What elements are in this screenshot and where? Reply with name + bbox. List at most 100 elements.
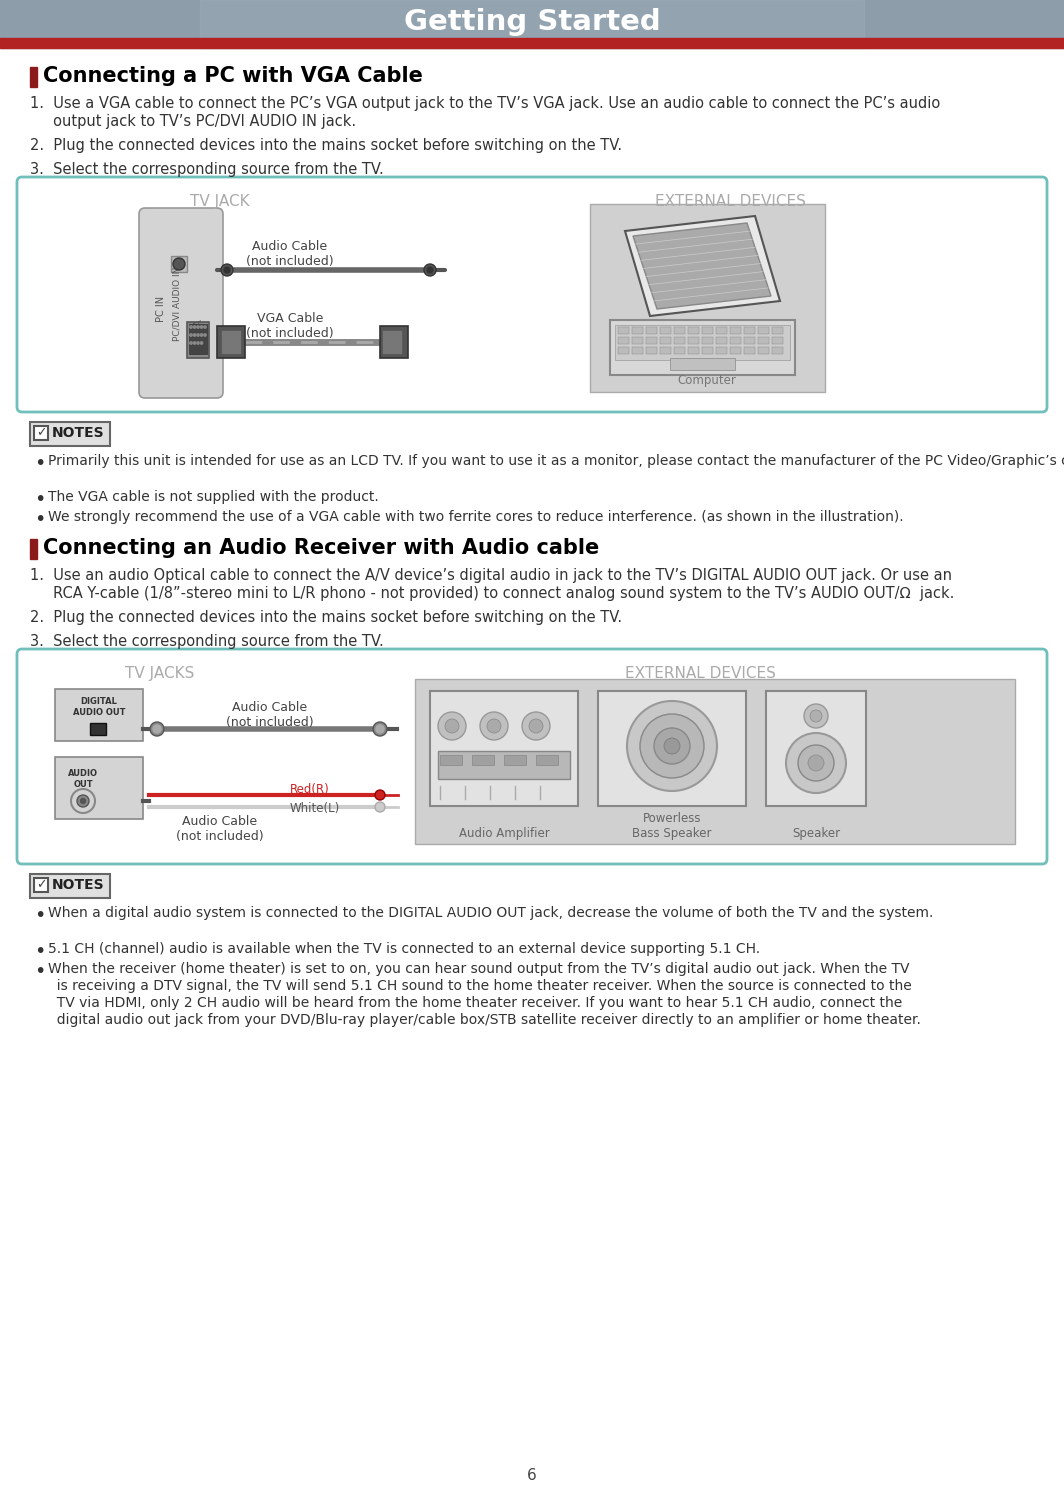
Text: Red(R): Red(R) — [290, 783, 330, 796]
Text: AUDIO
OUT: AUDIO OUT — [68, 769, 98, 789]
Circle shape — [225, 266, 230, 272]
Bar — [30, 422, 110, 446]
Bar — [670, 358, 735, 370]
Bar — [187, 322, 209, 358]
Bar — [90, 723, 106, 735]
Bar — [536, 754, 558, 765]
Text: Computer: Computer — [678, 374, 736, 388]
Circle shape — [150, 722, 164, 737]
Text: Powerless
Bass Speaker: Powerless Bass Speaker — [632, 811, 712, 840]
Circle shape — [487, 719, 501, 734]
Bar — [415, 680, 1015, 844]
Text: •: • — [34, 963, 46, 981]
Bar — [660, 337, 671, 344]
Circle shape — [197, 341, 199, 344]
Text: TV via HDMI, only 2 CH audio will be heard from the home theater receiver. If yo: TV via HDMI, only 2 CH audio will be hea… — [48, 996, 902, 1010]
Text: 3.  Select the corresponding source from the TV.: 3. Select the corresponding source from … — [30, 635, 384, 650]
Text: ✓: ✓ — [36, 879, 46, 892]
Bar — [702, 326, 713, 334]
Circle shape — [189, 334, 193, 337]
Circle shape — [480, 713, 508, 740]
Bar — [702, 337, 713, 344]
Circle shape — [529, 719, 543, 734]
Circle shape — [786, 734, 846, 793]
Text: TV JACK: TV JACK — [190, 195, 250, 210]
Circle shape — [664, 738, 680, 754]
Text: EXTERNAL DEVICES: EXTERNAL DEVICES — [625, 666, 776, 681]
Circle shape — [627, 701, 717, 790]
Text: •: • — [34, 490, 46, 509]
Circle shape — [423, 263, 436, 275]
Bar — [716, 347, 727, 353]
Circle shape — [81, 798, 85, 804]
Bar — [618, 326, 629, 334]
Bar — [430, 692, 578, 805]
Circle shape — [153, 725, 161, 734]
Text: DIGITAL
AUDIO OUT: DIGITAL AUDIO OUT — [72, 698, 126, 717]
Circle shape — [194, 334, 196, 337]
Circle shape — [810, 710, 822, 722]
Text: output jack to TV’s PC/DVI AUDIO IN jack.: output jack to TV’s PC/DVI AUDIO IN jack… — [30, 114, 356, 129]
Bar — [758, 347, 769, 353]
Bar — [766, 692, 866, 805]
Bar — [618, 337, 629, 344]
Circle shape — [808, 754, 824, 771]
Polygon shape — [625, 216, 780, 316]
Text: Connecting an Audio Receiver with Audio cable: Connecting an Audio Receiver with Audio … — [43, 537, 599, 558]
Text: 5.1 CH (channel) audio is available when the TV is connected to an external devi: 5.1 CH (channel) audio is available when… — [48, 942, 760, 957]
Bar — [730, 326, 741, 334]
Text: Audio Cable
(not included): Audio Cable (not included) — [246, 240, 334, 268]
Bar — [758, 337, 769, 344]
Text: When a digital audio system is connected to the DIGITAL AUDIO OUT jack, decrease: When a digital audio system is connected… — [48, 906, 933, 921]
Circle shape — [77, 795, 89, 807]
Text: •: • — [34, 510, 46, 528]
Text: 1.  Use an audio Optical cable to connect the A/V device’s digital audio in jack: 1. Use an audio Optical cable to connect… — [30, 567, 952, 582]
Text: 1.  Use a VGA cable to connect the PC’s VGA output jack to the TV’s VGA jack. Us: 1. Use a VGA cable to connect the PC’s V… — [30, 96, 941, 111]
Text: TV JACKS: TV JACKS — [126, 666, 195, 681]
Bar — [688, 326, 699, 334]
Circle shape — [427, 266, 433, 272]
Circle shape — [173, 257, 185, 269]
Bar — [591, 204, 825, 392]
Text: 2.  Plug the connected devices into the mains socket before switching on the TV.: 2. Plug the connected devices into the m… — [30, 138, 622, 153]
Bar — [55, 757, 143, 819]
Circle shape — [798, 746, 834, 781]
Bar — [30, 874, 110, 898]
Bar — [221, 329, 242, 353]
Circle shape — [376, 725, 384, 734]
Bar — [674, 337, 685, 344]
FancyBboxPatch shape — [17, 177, 1047, 412]
Circle shape — [194, 341, 196, 344]
Bar — [744, 326, 755, 334]
Text: ✓: ✓ — [36, 427, 46, 440]
Text: Connecting a PC with VGA Cable: Connecting a PC with VGA Cable — [43, 66, 422, 85]
Bar — [660, 347, 671, 353]
Circle shape — [200, 341, 203, 344]
Bar — [217, 326, 245, 358]
Circle shape — [445, 719, 459, 734]
Text: 3.  Select the corresponding source from the TV.: 3. Select the corresponding source from … — [30, 162, 384, 177]
Bar — [688, 337, 699, 344]
Text: White(L): White(L) — [290, 802, 340, 814]
Text: NOTES: NOTES — [52, 427, 104, 440]
Circle shape — [200, 326, 203, 328]
Circle shape — [189, 341, 193, 344]
Bar — [189, 323, 207, 353]
Circle shape — [373, 722, 387, 737]
Text: Getting Started: Getting Started — [403, 7, 661, 36]
Text: Audio Cable
(not included): Audio Cable (not included) — [227, 701, 314, 729]
Circle shape — [375, 790, 385, 799]
Bar — [702, 347, 713, 353]
Text: VGA: VGA — [194, 319, 204, 340]
Circle shape — [654, 728, 689, 763]
Bar — [0, 0, 1064, 48]
Bar — [0, 37, 1064, 48]
Bar — [30, 67, 37, 87]
Text: NOTES: NOTES — [52, 879, 104, 892]
Text: The VGA cable is not supplied with the product.: The VGA cable is not supplied with the p… — [48, 490, 379, 504]
Text: 2.  Plug the connected devices into the mains socket before switching on the TV.: 2. Plug the connected devices into the m… — [30, 609, 622, 626]
Text: •: • — [34, 454, 46, 473]
Circle shape — [804, 704, 828, 728]
Bar — [730, 347, 741, 353]
Circle shape — [204, 334, 206, 337]
